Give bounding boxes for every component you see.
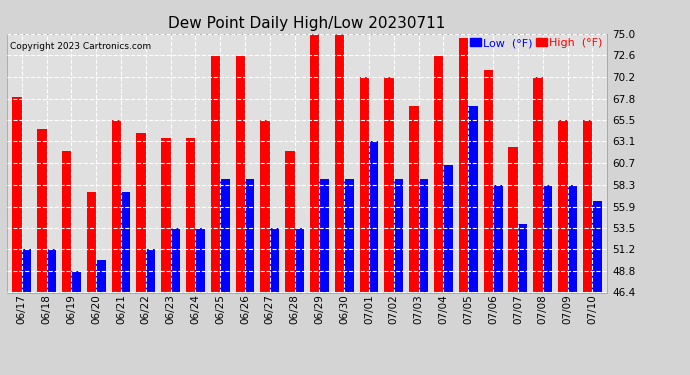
Bar	[87, 192, 96, 292]
Bar	[493, 185, 502, 292]
Bar	[195, 228, 205, 292]
Bar	[245, 178, 255, 292]
Bar	[434, 56, 444, 292]
Bar	[62, 152, 71, 292]
Text: Copyright 2023 Cartronics.com: Copyright 2023 Cartronics.com	[10, 42, 151, 51]
Bar	[533, 77, 543, 292]
Bar	[295, 228, 304, 292]
Bar	[96, 260, 106, 292]
Bar	[409, 106, 419, 292]
Bar	[310, 34, 319, 292]
Bar	[558, 120, 567, 292]
Bar	[344, 178, 354, 292]
Bar	[592, 201, 602, 292]
Bar	[335, 34, 344, 292]
Bar	[583, 120, 592, 292]
Bar	[186, 138, 195, 292]
Bar	[112, 120, 121, 292]
Bar	[509, 147, 518, 292]
Bar	[419, 178, 428, 292]
Bar	[518, 224, 527, 292]
Bar	[220, 178, 230, 292]
Bar	[270, 228, 279, 292]
Bar	[146, 249, 155, 292]
Bar	[459, 38, 469, 292]
Bar	[170, 228, 180, 292]
Bar	[484, 70, 493, 292]
Bar	[359, 77, 369, 292]
Bar	[384, 77, 394, 292]
Legend: Low  (°F), High  (°F): Low (°F), High (°F)	[468, 36, 605, 50]
Title: Dew Point Daily High/Low 20230711: Dew Point Daily High/Low 20230711	[168, 16, 446, 31]
Bar	[444, 165, 453, 292]
Bar	[567, 185, 577, 292]
Bar	[369, 141, 379, 292]
Bar	[285, 152, 295, 292]
Bar	[469, 106, 477, 292]
Bar	[211, 56, 220, 292]
Bar	[543, 185, 552, 292]
Bar	[47, 249, 56, 292]
Bar	[260, 120, 270, 292]
Bar	[22, 249, 31, 292]
Bar	[235, 56, 245, 292]
Bar	[394, 178, 403, 292]
Bar	[71, 271, 81, 292]
Bar	[319, 178, 329, 292]
Bar	[121, 192, 130, 292]
Bar	[37, 129, 47, 292]
Bar	[161, 138, 170, 292]
Bar	[137, 133, 146, 292]
Bar	[12, 97, 22, 292]
